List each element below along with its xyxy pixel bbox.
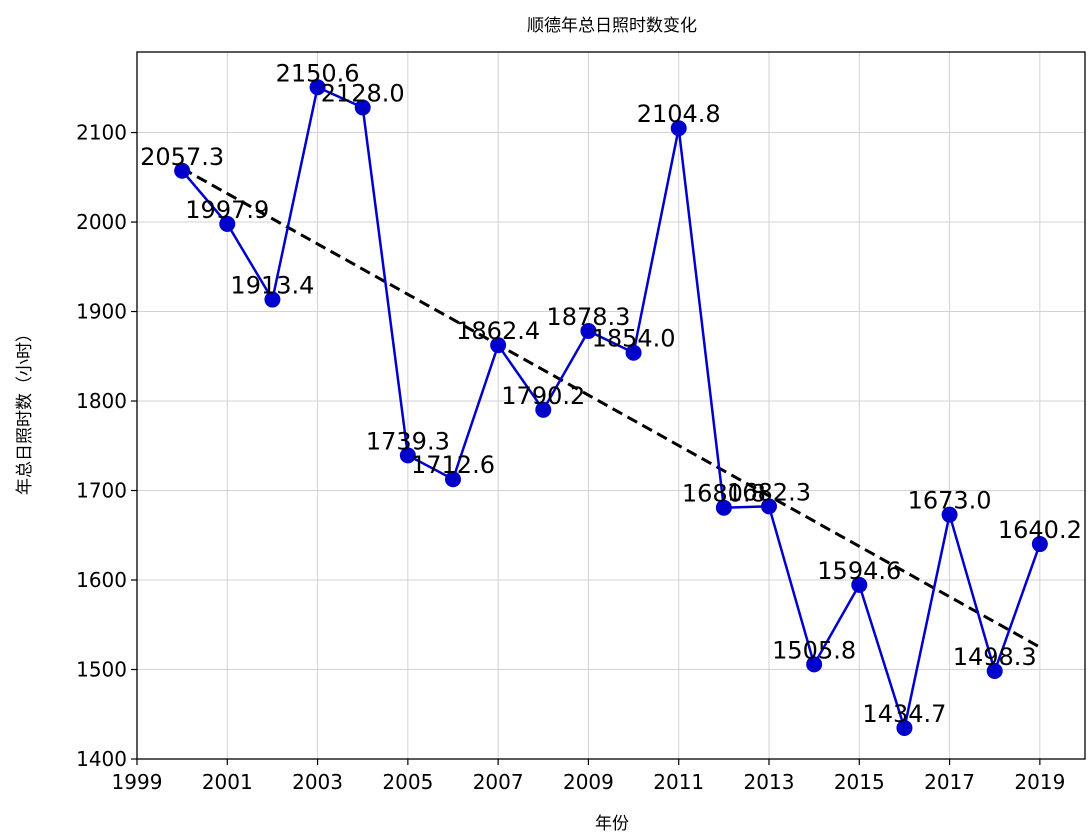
chart-title: 顺德年总日照时数变化 (527, 16, 697, 36)
y-axis-label: 年总日照时数（小时） (15, 325, 35, 495)
data-point (309, 79, 326, 96)
x-tick-label: 2003 (292, 770, 343, 794)
y-tick-label: 1400 (76, 747, 127, 771)
data-point (219, 215, 236, 232)
y-tick-label: 1800 (76, 389, 127, 413)
x-tick-label: 2005 (382, 770, 433, 794)
data-label: 1997.9 (185, 196, 269, 224)
data-label: 2128.0 (321, 79, 405, 107)
grid (136, 52, 1085, 760)
x-tick-label: 2011 (653, 770, 704, 794)
y-tick-label: 1500 (76, 658, 127, 682)
data-label: 1680.8 (682, 480, 766, 508)
data-point (399, 447, 416, 464)
y-tick-label: 2000 (76, 210, 127, 234)
data-point (174, 162, 191, 179)
x-tick-label: 2009 (563, 770, 614, 794)
data-label: 1854.0 (592, 325, 676, 353)
x-tick-label: 1999 (112, 770, 163, 794)
data-label: 1790.2 (501, 382, 585, 410)
data-point (625, 344, 642, 361)
data-point (445, 471, 461, 488)
data-point (490, 337, 507, 354)
x-tick-label: 2017 (924, 770, 975, 794)
x-tick-label: 2019 (1014, 770, 1065, 794)
trend-line (181, 167, 1041, 649)
data-point (986, 663, 1003, 680)
data-label: 1505.8 (772, 636, 856, 664)
data-point (535, 401, 552, 418)
data-point (851, 576, 868, 593)
data-label: 1682.3 (727, 478, 811, 506)
x-axis: 1999 2001 2003 2005 2007 2009 2011 2013 2015 2017… (112, 759, 1065, 794)
x-tick-label: 2001 (202, 770, 253, 794)
data-label: 1594.6 (817, 557, 901, 585)
data-label: 1878.3 (546, 303, 630, 331)
data-label: 2104.8 (637, 100, 721, 128)
y-tick-label: 1700 (76, 479, 127, 503)
data-label: 1640.2 (998, 516, 1082, 544)
data-point (896, 719, 913, 736)
data-label: 1913.4 (230, 272, 314, 300)
series-layer (174, 79, 1048, 736)
data-point (580, 322, 597, 339)
data-point (670, 120, 687, 137)
data-point (1031, 536, 1048, 553)
data-point (761, 498, 777, 515)
x-axis-label: 年份 (595, 814, 629, 834)
data-point (715, 499, 732, 516)
data-label: 1712.6 (411, 451, 495, 479)
data-point (941, 506, 958, 523)
data-label: 1434.7 (862, 700, 946, 728)
data-label: 1739.3 (366, 427, 450, 455)
y-tick-label: 1600 (76, 568, 127, 592)
data-label: 1862.4 (456, 317, 540, 345)
data-label: 1498.3 (953, 643, 1037, 671)
data-point (264, 291, 281, 308)
y-tick-label: 2100 (76, 121, 127, 145)
x-tick-label: 2007 (473, 770, 524, 794)
plot-frame (136, 51, 1086, 760)
series-line (181, 85, 1042, 733)
data-label: 2057.3 (140, 143, 224, 171)
x-tick-label: 2015 (834, 770, 885, 794)
trend-layer (181, 167, 1041, 649)
data-point (354, 99, 371, 116)
data-label: 1673.0 (908, 487, 992, 515)
y-tick-label: 1900 (76, 300, 127, 324)
data-label: 2150.6 (276, 59, 360, 87)
y-axis: 1400 1500 1600 1700 1800 1900 2000 2100 (76, 121, 137, 771)
data-point (806, 656, 823, 673)
x-tick-label: 2013 (744, 770, 795, 794)
